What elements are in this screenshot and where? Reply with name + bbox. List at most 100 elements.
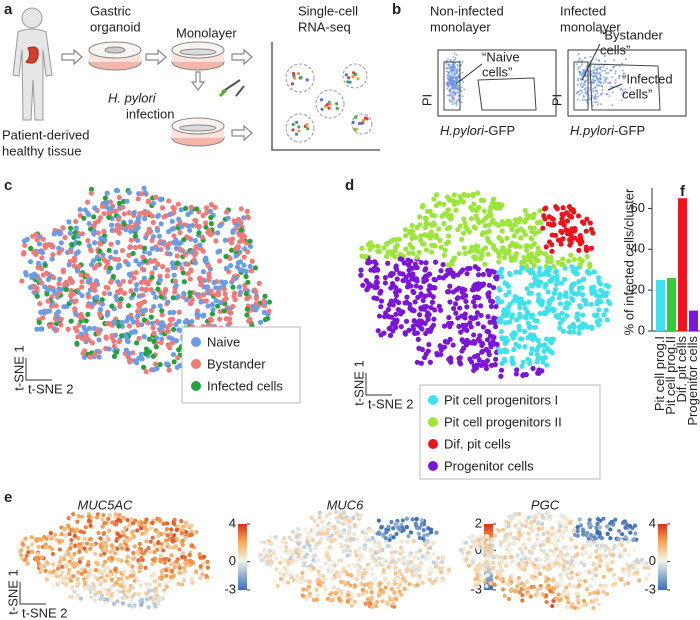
cell-dot — [426, 341, 432, 348]
facs-dot — [584, 68, 587, 71]
cell-dot — [415, 525, 420, 530]
facs-dot — [618, 74, 621, 77]
cell-dot — [182, 555, 187, 560]
cell-dot — [396, 236, 402, 242]
cell-dot — [318, 527, 323, 532]
cell-dot — [215, 292, 222, 298]
cell-dot — [198, 555, 203, 560]
cell-dot — [126, 210, 132, 216]
cell-dot — [103, 540, 108, 545]
cell-dot — [428, 230, 434, 236]
cell-dot — [74, 268, 80, 274]
cell-dot — [526, 290, 532, 296]
cell-dot — [401, 260, 407, 266]
cell-dot — [336, 529, 341, 534]
cell-dot — [539, 368, 545, 374]
cell-dot — [362, 591, 367, 596]
cell-dot — [517, 216, 523, 222]
cell-dot — [501, 307, 507, 314]
cell-dot — [78, 314, 84, 320]
cell-dot — [373, 551, 378, 556]
cell-dot — [104, 543, 109, 549]
cell-dot — [58, 555, 64, 560]
cell-dot — [68, 318, 74, 324]
facs-dot — [578, 70, 581, 73]
cell-dot — [404, 569, 409, 574]
cell-dot — [36, 241, 43, 247]
facs-dot — [604, 69, 607, 72]
cell-dot — [444, 225, 451, 232]
cell-dot — [64, 562, 69, 568]
cell-dot — [564, 546, 569, 551]
cell-dot — [92, 352, 98, 358]
cell-dot — [46, 286, 52, 293]
cell-dot — [548, 258, 554, 265]
cell-dot — [133, 269, 139, 276]
cell-dot — [183, 535, 188, 540]
cell-dot — [401, 561, 407, 566]
cell-dot — [360, 121, 365, 125]
cell-dot — [22, 242, 28, 249]
cell-dot — [468, 544, 474, 550]
cell-dot — [477, 303, 484, 309]
cell-dot — [121, 569, 127, 574]
cell-dot — [305, 535, 310, 541]
cell-dot — [232, 297, 238, 303]
cell-dot — [164, 527, 170, 532]
cell-dot — [498, 236, 504, 243]
cell-dot — [543, 336, 550, 342]
cell-dot — [176, 309, 182, 315]
step-label: Gastric — [90, 3, 132, 18]
cell-dot — [233, 246, 239, 252]
cell-dot — [608, 567, 613, 572]
cell-dot — [408, 559, 414, 565]
cell-dot — [192, 238, 199, 244]
cell-dot — [277, 570, 283, 576]
cell-dot — [116, 194, 122, 201]
cell-dot — [85, 294, 92, 300]
facs-dot — [449, 100, 452, 103]
cell-dot — [543, 593, 549, 598]
cell-dot — [502, 250, 509, 257]
cell-dot — [126, 323, 133, 329]
cell-dot — [164, 568, 169, 573]
cell-dot — [62, 533, 68, 538]
cell-dot — [189, 560, 194, 565]
cell-dot — [42, 244, 48, 251]
cell-dot — [567, 242, 573, 248]
cell-dot — [262, 316, 269, 323]
cell-dot — [158, 246, 164, 253]
cell-dot — [69, 585, 75, 590]
cell-dot — [100, 517, 105, 522]
cell-dot — [467, 320, 473, 326]
cell-dot — [557, 325, 563, 331]
cell-dot — [66, 219, 72, 225]
cell-dot — [637, 578, 642, 583]
cell-dot — [512, 256, 518, 262]
cell-dot — [521, 300, 527, 307]
cell-dot — [616, 528, 622, 534]
cell-dot — [386, 325, 392, 332]
cell-dot — [83, 335, 90, 341]
cell-dot — [427, 359, 433, 365]
cell-dot — [463, 298, 469, 304]
cell-dot — [85, 311, 91, 317]
cell-dot — [483, 346, 489, 353]
cell-dot — [486, 548, 491, 553]
cell-dot — [519, 363, 525, 369]
cell-dot — [359, 245, 365, 251]
cell-dot — [383, 585, 388, 590]
cell-dot — [376, 541, 381, 546]
cell-dot — [66, 523, 71, 528]
cell-dot — [84, 541, 90, 546]
cell-dot — [390, 328, 396, 334]
facs-dot — [450, 88, 453, 91]
cell-dot — [262, 540, 267, 545]
cell-dot — [354, 115, 358, 119]
cell-dot — [464, 304, 470, 310]
legend-label: Naive — [207, 334, 240, 349]
cell-dot — [471, 254, 477, 260]
cell-dot — [499, 266, 505, 272]
cell-dot — [172, 278, 179, 284]
cell-dot — [130, 585, 135, 590]
